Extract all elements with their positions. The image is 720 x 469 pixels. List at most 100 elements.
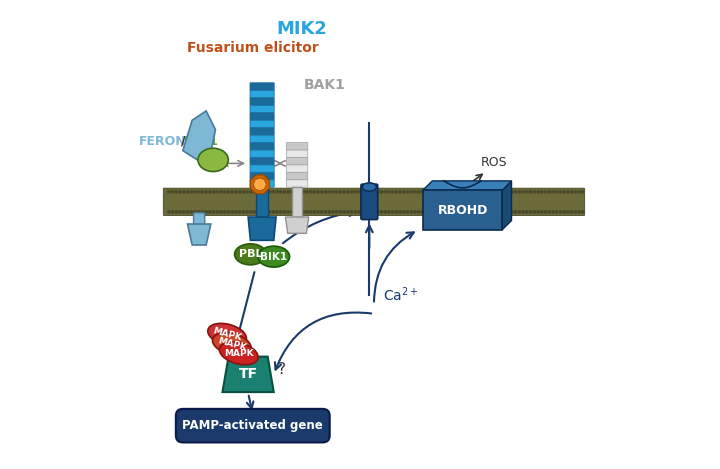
Circle shape	[242, 211, 245, 213]
Circle shape	[440, 211, 442, 213]
FancyBboxPatch shape	[250, 135, 274, 143]
Circle shape	[324, 211, 327, 213]
Circle shape	[361, 211, 364, 213]
Circle shape	[578, 191, 580, 193]
FancyBboxPatch shape	[194, 213, 204, 225]
Circle shape	[518, 191, 521, 193]
Circle shape	[440, 191, 442, 193]
Polygon shape	[423, 181, 511, 190]
Circle shape	[481, 211, 483, 213]
Circle shape	[328, 211, 330, 213]
Circle shape	[563, 191, 565, 193]
Circle shape	[556, 191, 558, 193]
Text: Ca$^{2+}$: Ca$^{2+}$	[383, 286, 419, 304]
Circle shape	[216, 211, 218, 213]
Circle shape	[455, 191, 457, 193]
Circle shape	[279, 191, 282, 193]
Circle shape	[183, 191, 185, 193]
Circle shape	[324, 191, 327, 193]
Circle shape	[384, 211, 387, 213]
Circle shape	[548, 211, 551, 213]
Circle shape	[510, 191, 513, 193]
Circle shape	[510, 211, 513, 213]
Circle shape	[269, 211, 271, 213]
Ellipse shape	[208, 324, 246, 346]
Circle shape	[522, 211, 524, 213]
Circle shape	[541, 211, 543, 213]
Circle shape	[212, 211, 215, 213]
Circle shape	[373, 191, 375, 193]
Circle shape	[347, 211, 349, 213]
Circle shape	[466, 211, 469, 213]
Circle shape	[238, 211, 241, 213]
Circle shape	[406, 211, 409, 213]
Circle shape	[559, 191, 562, 193]
Ellipse shape	[212, 333, 251, 356]
Circle shape	[444, 191, 446, 193]
Circle shape	[242, 191, 245, 193]
FancyBboxPatch shape	[250, 120, 274, 128]
FancyBboxPatch shape	[250, 143, 274, 150]
Text: LLG1: LLG1	[184, 135, 219, 148]
Polygon shape	[187, 224, 211, 245]
Circle shape	[522, 191, 524, 193]
Circle shape	[313, 191, 315, 193]
Circle shape	[544, 211, 546, 213]
Circle shape	[197, 191, 200, 193]
Text: /: /	[181, 135, 185, 148]
Circle shape	[279, 211, 282, 213]
Circle shape	[287, 211, 289, 213]
Circle shape	[395, 191, 397, 193]
Ellipse shape	[220, 342, 258, 365]
FancyBboxPatch shape	[256, 187, 268, 217]
Circle shape	[276, 191, 278, 193]
Circle shape	[351, 191, 353, 193]
Circle shape	[402, 191, 405, 193]
Text: TF: TF	[238, 367, 258, 381]
Circle shape	[537, 191, 539, 193]
Circle shape	[209, 191, 211, 193]
Circle shape	[190, 191, 192, 193]
FancyBboxPatch shape	[250, 90, 274, 98]
Ellipse shape	[198, 148, 228, 172]
Text: MAPK: MAPK	[224, 349, 253, 358]
Circle shape	[186, 191, 189, 193]
Circle shape	[238, 191, 241, 193]
Circle shape	[534, 191, 536, 193]
Circle shape	[354, 191, 356, 193]
Circle shape	[451, 191, 454, 193]
Circle shape	[406, 191, 409, 193]
Text: PBL: PBL	[239, 250, 262, 259]
Circle shape	[488, 211, 491, 213]
Circle shape	[518, 211, 521, 213]
Circle shape	[235, 211, 237, 213]
Circle shape	[265, 191, 267, 193]
Circle shape	[257, 191, 259, 193]
Circle shape	[515, 211, 517, 213]
Circle shape	[500, 211, 502, 213]
Circle shape	[459, 211, 461, 213]
FancyBboxPatch shape	[176, 409, 330, 442]
Text: BIK1: BIK1	[260, 252, 287, 262]
Circle shape	[567, 211, 569, 213]
Circle shape	[351, 211, 353, 213]
Circle shape	[563, 211, 565, 213]
Circle shape	[388, 191, 390, 193]
Circle shape	[380, 211, 382, 213]
Circle shape	[582, 211, 584, 213]
Text: MAPK: MAPK	[216, 336, 247, 352]
Circle shape	[294, 191, 297, 193]
Circle shape	[503, 191, 505, 193]
Circle shape	[231, 211, 233, 213]
Circle shape	[507, 191, 510, 193]
Circle shape	[168, 211, 170, 213]
Circle shape	[418, 211, 420, 213]
FancyBboxPatch shape	[250, 165, 274, 172]
Circle shape	[429, 191, 431, 193]
Circle shape	[582, 191, 584, 193]
Text: MIK2: MIK2	[276, 20, 327, 38]
Circle shape	[298, 191, 300, 193]
Circle shape	[320, 191, 323, 193]
Circle shape	[171, 211, 174, 213]
Circle shape	[477, 191, 480, 193]
